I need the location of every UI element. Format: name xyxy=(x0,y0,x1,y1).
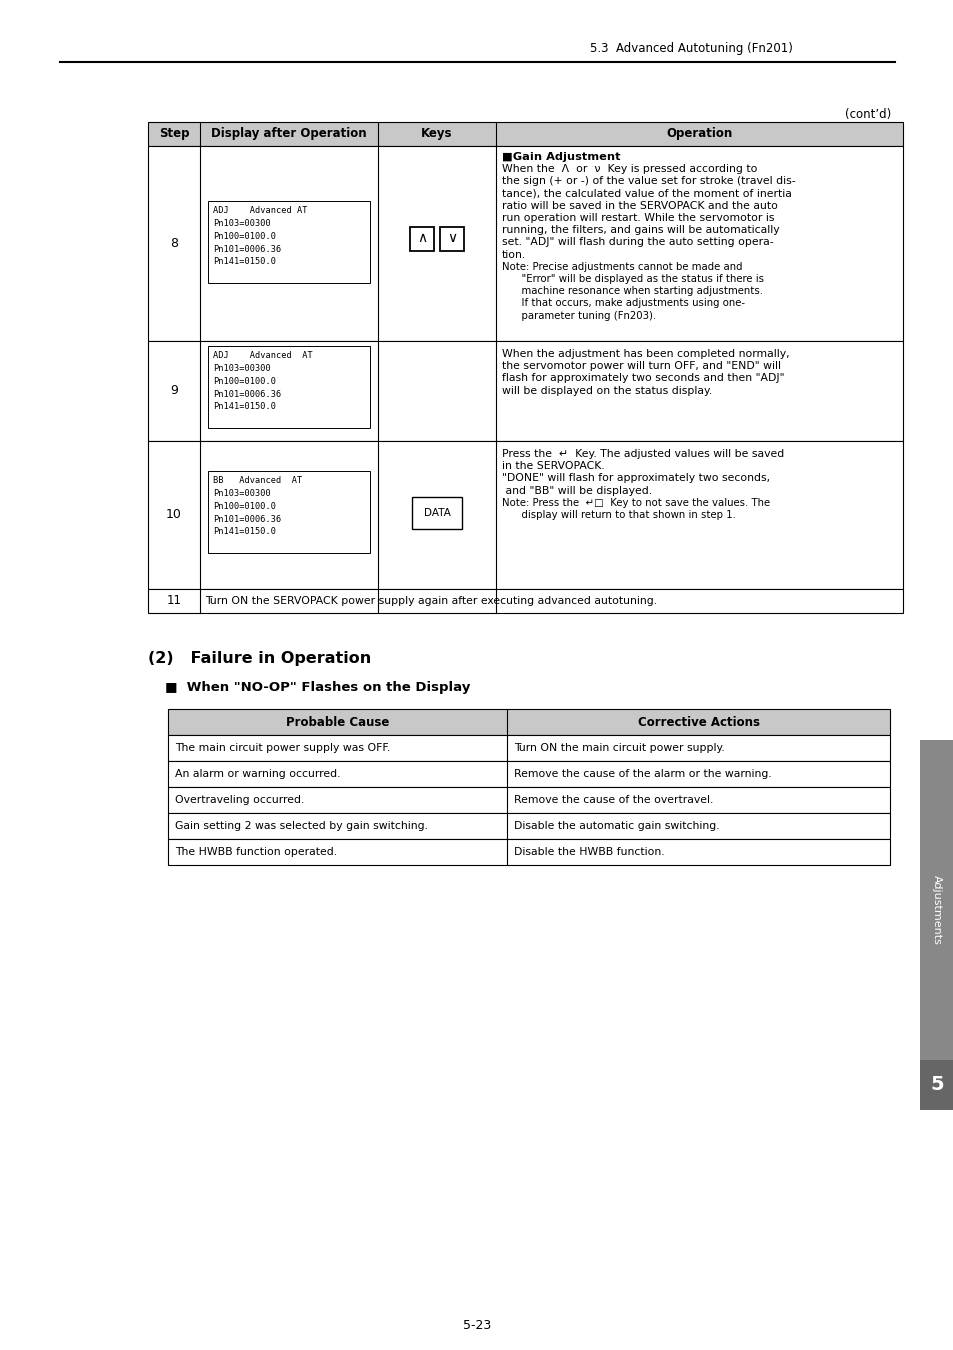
Text: display will return to that shown in step 1.: display will return to that shown in ste… xyxy=(501,510,735,520)
Text: ADJ    Advanced AT
Pn103=00300
Pn100=0100.0
Pn101=0006.36
Pn141=0150.0: ADJ Advanced AT Pn103=00300 Pn100=0100.0… xyxy=(213,207,307,266)
Bar xyxy=(208,471,370,554)
Text: Probable Cause: Probable Cause xyxy=(286,716,389,729)
Text: Gain setting 2 was selected by gain switching.: Gain setting 2 was selected by gain swit… xyxy=(174,821,428,832)
Text: ■  When "NO-OP" Flashes on the Display: ■ When "NO-OP" Flashes on the Display xyxy=(165,680,470,694)
Text: flash for approximately two seconds and then "ADJ": flash for approximately two seconds and … xyxy=(501,374,783,383)
Text: ∧: ∧ xyxy=(416,231,427,246)
Text: Remove the cause of the alarm or the warning.: Remove the cause of the alarm or the war… xyxy=(514,769,771,779)
Text: Step: Step xyxy=(158,127,189,140)
Text: 8: 8 xyxy=(170,238,178,250)
Bar xyxy=(148,589,902,613)
Bar xyxy=(208,201,370,284)
Text: 10: 10 xyxy=(166,509,182,521)
Bar xyxy=(412,497,461,529)
Bar xyxy=(148,441,902,589)
Text: will be displayed on the status display.: will be displayed on the status display. xyxy=(501,386,712,396)
Text: "DONE" will flash for approximately two seconds,: "DONE" will flash for approximately two … xyxy=(501,474,769,483)
Text: set. "ADJ" will flash during the auto setting opera-: set. "ADJ" will flash during the auto se… xyxy=(501,238,773,247)
Text: in the SERVOPACK.: in the SERVOPACK. xyxy=(501,462,604,471)
Text: DATA: DATA xyxy=(423,508,450,518)
Text: (cont’d): (cont’d) xyxy=(844,108,890,122)
Bar xyxy=(410,227,434,251)
Text: Keys: Keys xyxy=(421,127,453,140)
Text: 9: 9 xyxy=(170,385,178,397)
Bar xyxy=(439,227,463,251)
Bar xyxy=(148,342,902,441)
Text: the sign (+ or -) of the value set for stroke (travel dis-: the sign (+ or -) of the value set for s… xyxy=(501,177,795,186)
Text: machine resonance when starting adjustments.: machine resonance when starting adjustme… xyxy=(501,286,762,296)
Text: ■Gain Adjustment: ■Gain Adjustment xyxy=(501,153,619,162)
Text: Press the  ↵  Key. The adjusted values will be saved: Press the ↵ Key. The adjusted values wil… xyxy=(501,450,783,459)
Text: An alarm or warning occurred.: An alarm or warning occurred. xyxy=(174,769,340,779)
Text: Operation: Operation xyxy=(666,127,732,140)
Text: tance), the calculated value of the moment of inertia: tance), the calculated value of the mome… xyxy=(501,189,791,198)
Text: Note: Precise adjustments cannot be made and: Note: Precise adjustments cannot be made… xyxy=(501,262,741,271)
Text: "Error" will be displayed as the status if there is: "Error" will be displayed as the status … xyxy=(501,274,763,284)
Text: run operation will restart. While the servomotor is: run operation will restart. While the se… xyxy=(501,213,774,223)
Bar xyxy=(168,813,889,838)
Text: When the  Λ  or  ν  Key is pressed according to: When the Λ or ν Key is pressed according… xyxy=(501,165,757,174)
Text: The main circuit power supply was OFF.: The main circuit power supply was OFF. xyxy=(174,743,390,753)
Text: Disable the automatic gain switching.: Disable the automatic gain switching. xyxy=(514,821,720,832)
Text: 11: 11 xyxy=(167,594,181,608)
Bar xyxy=(168,838,889,865)
Text: Turn ON the SERVOPACK power supply again after executing advanced autotuning.: Turn ON the SERVOPACK power supply again… xyxy=(205,595,657,606)
Text: Adjustments: Adjustments xyxy=(931,875,941,945)
Text: parameter tuning (Fn203).: parameter tuning (Fn203). xyxy=(501,310,656,320)
Bar xyxy=(168,761,889,787)
Bar xyxy=(148,122,902,146)
Text: 5.3  Advanced Autotuning (Fn201): 5.3 Advanced Autotuning (Fn201) xyxy=(589,42,792,55)
Text: Disable the HWBB function.: Disable the HWBB function. xyxy=(514,846,664,857)
Text: Overtraveling occurred.: Overtraveling occurred. xyxy=(174,795,304,805)
Text: 5-23: 5-23 xyxy=(462,1319,491,1332)
Text: Turn ON the main circuit power supply.: Turn ON the main circuit power supply. xyxy=(514,743,724,753)
Text: Remove the cause of the overtravel.: Remove the cause of the overtravel. xyxy=(514,795,713,805)
Text: running, the filters, and gains will be automatically: running, the filters, and gains will be … xyxy=(501,225,779,235)
Text: BB   Advanced  AT
Pn103=00300
Pn100=0100.0
Pn101=0006.36
Pn141=0150.0: BB Advanced AT Pn103=00300 Pn100=0100.0 … xyxy=(213,477,302,536)
Text: (2)   Failure in Operation: (2) Failure in Operation xyxy=(148,651,371,666)
Text: tion.: tion. xyxy=(501,250,526,259)
Bar xyxy=(919,740,953,1060)
Text: the servomotor power will turn OFF, and "END" will: the servomotor power will turn OFF, and … xyxy=(501,362,781,371)
Text: When the adjustment has been completed normally,: When the adjustment has been completed n… xyxy=(501,350,789,359)
Text: Corrective Actions: Corrective Actions xyxy=(637,716,759,729)
Text: and "BB" will be displayed.: and "BB" will be displayed. xyxy=(501,486,652,495)
Text: Display after Operation: Display after Operation xyxy=(211,127,366,140)
Text: The HWBB function operated.: The HWBB function operated. xyxy=(174,846,336,857)
Bar xyxy=(168,787,889,813)
Text: ∨: ∨ xyxy=(446,231,456,246)
Text: ratio will be saved in the SERVOPACK and the auto: ratio will be saved in the SERVOPACK and… xyxy=(501,201,777,211)
Text: If that occurs, make adjustments using one-: If that occurs, make adjustments using o… xyxy=(501,298,744,308)
Bar xyxy=(168,709,889,734)
Text: ADJ    Advanced  AT
Pn103=00300
Pn100=0100.0
Pn101=0006.36
Pn141=0150.0: ADJ Advanced AT Pn103=00300 Pn100=0100.0… xyxy=(213,351,313,412)
Bar xyxy=(919,1060,953,1110)
Bar xyxy=(208,346,370,428)
Text: 5: 5 xyxy=(929,1076,943,1095)
Text: Note: Press the  ↵□  Key to not save the values. The: Note: Press the ↵□ Key to not save the v… xyxy=(501,498,769,508)
Bar xyxy=(148,146,902,342)
Bar xyxy=(168,734,889,761)
